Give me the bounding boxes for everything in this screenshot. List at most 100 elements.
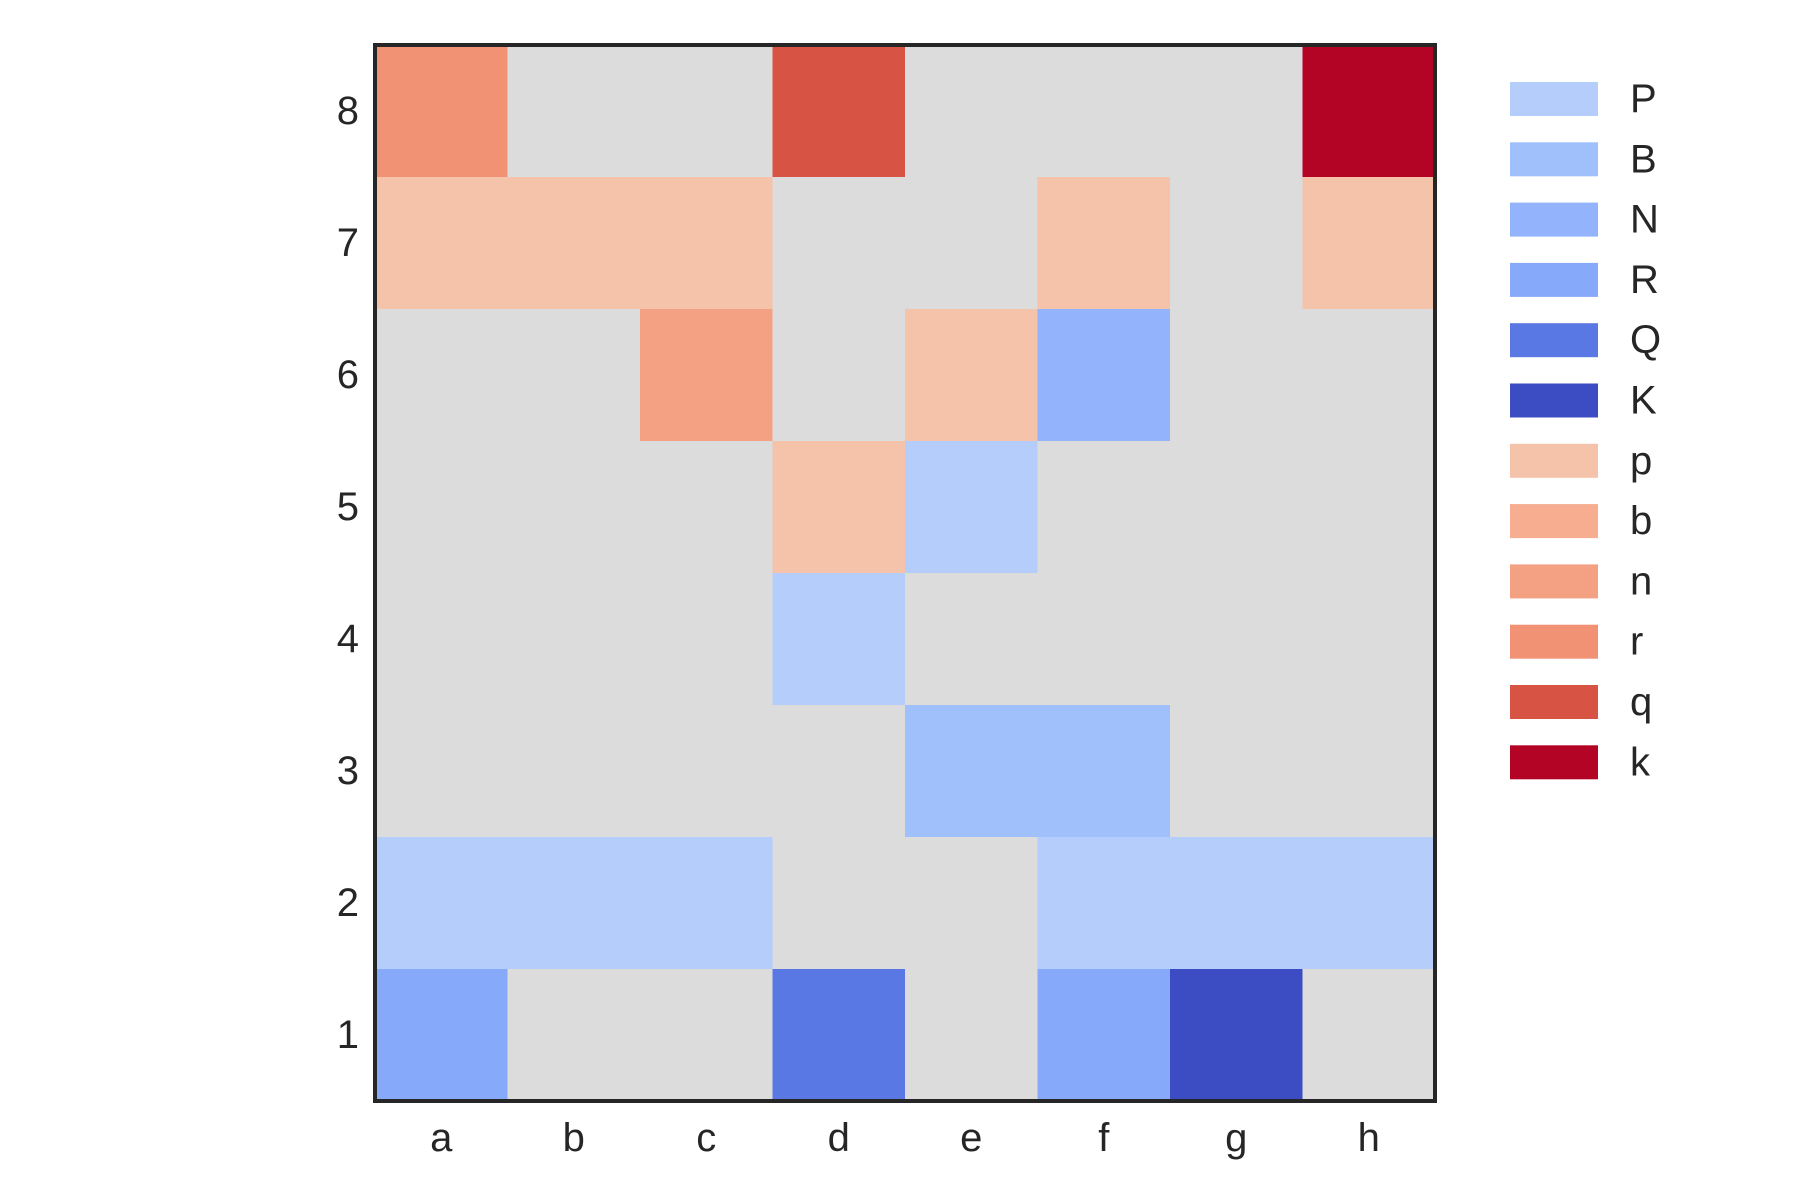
cell-b1: [507, 969, 641, 1102]
cell-h4: [1302, 573, 1436, 706]
y-tick-label: 2: [337, 881, 359, 925]
x-tick-label: e: [960, 1116, 982, 1160]
cell-h6: [1302, 309, 1436, 442]
cell-a1: [375, 969, 508, 1102]
cell-c6: [640, 309, 773, 442]
legend-label: N: [1630, 198, 1659, 242]
cell-e3: [905, 705, 1038, 838]
cell-f2: [1037, 837, 1171, 970]
cell-f7: [1037, 177, 1171, 310]
legend-label: r: [1630, 620, 1643, 664]
cell-g5: [1170, 441, 1303, 574]
x-tick-label: h: [1358, 1116, 1380, 1160]
cell-g4: [1170, 573, 1303, 706]
legend-swatch-n: [1510, 564, 1598, 599]
cell-b2: [507, 837, 641, 970]
cell-a7: [375, 177, 508, 310]
legend-swatch-N: [1510, 202, 1598, 237]
cell-h5: [1302, 441, 1436, 574]
legend-swatch-p: [1510, 443, 1598, 478]
cell-g2: [1170, 837, 1303, 970]
cell-b4: [507, 573, 641, 706]
cell-e4: [905, 573, 1038, 706]
legend-label: P: [1630, 77, 1657, 121]
legend-label: p: [1630, 439, 1652, 483]
cell-d4: [772, 573, 906, 706]
cell-e5: [905, 441, 1038, 574]
legend-swatch-P: [1510, 82, 1598, 116]
x-tick-label: g: [1225, 1116, 1247, 1160]
cell-g3: [1170, 705, 1303, 838]
cell-d6: [772, 309, 906, 442]
cell-a6: [375, 309, 508, 442]
cell-e1: [905, 969, 1038, 1102]
cell-g1: [1170, 969, 1303, 1102]
cell-b5: [507, 441, 641, 574]
cell-c2: [640, 837, 773, 970]
cell-h8: [1302, 45, 1436, 178]
legend-swatch-Q: [1510, 323, 1598, 358]
cell-a5: [375, 441, 508, 574]
legend-swatch-B: [1510, 142, 1598, 177]
cell-c7: [640, 177, 773, 310]
heatmap-cells: [375, 45, 1436, 1102]
cell-e2: [905, 837, 1038, 970]
cell-f4: [1037, 573, 1171, 706]
cell-b7: [507, 177, 641, 310]
cell-c8: [640, 45, 773, 178]
legend-label: q: [1630, 680, 1652, 724]
cell-c5: [640, 441, 773, 574]
x-tick-label: d: [828, 1116, 850, 1160]
legend-label: n: [1630, 559, 1652, 603]
cell-d7: [772, 177, 906, 310]
cell-a4: [375, 573, 508, 706]
x-tick-label: c: [696, 1116, 716, 1160]
cell-f5: [1037, 441, 1171, 574]
legend-label: R: [1630, 258, 1659, 302]
cell-d1: [772, 969, 906, 1102]
cell-g8: [1170, 45, 1303, 178]
cell-d5: [772, 441, 906, 574]
legend-label: K: [1630, 379, 1657, 423]
legend-label: k: [1630, 740, 1651, 784]
y-tick-label: 7: [337, 221, 359, 265]
cell-d2: [772, 837, 906, 970]
cell-a8: [375, 45, 508, 178]
y-tick-label: 6: [337, 353, 359, 397]
legend-label: Q: [1630, 318, 1661, 362]
legend-swatch-K: [1510, 383, 1598, 418]
legend-label: b: [1630, 499, 1652, 543]
cell-g7: [1170, 177, 1303, 310]
cell-e7: [905, 177, 1038, 310]
cell-h2: [1302, 837, 1436, 970]
cell-f1: [1037, 969, 1171, 1102]
legend-swatch-k: [1510, 745, 1598, 780]
x-tick-label: a: [430, 1116, 453, 1160]
x-tick-label: f: [1098, 1116, 1110, 1160]
cell-e8: [905, 45, 1038, 178]
cell-g6: [1170, 309, 1303, 442]
legend-label: B: [1630, 137, 1657, 181]
y-tick-label: 5: [337, 485, 359, 529]
legend-swatch-b: [1510, 504, 1598, 539]
legend-swatch-r: [1510, 624, 1598, 659]
cell-h1: [1302, 969, 1436, 1102]
x-tick-label: b: [563, 1116, 585, 1160]
y-tick-label: 3: [337, 749, 359, 793]
cell-d8: [772, 45, 906, 178]
cell-h3: [1302, 705, 1436, 838]
cell-a3: [375, 705, 508, 838]
y-tick-label: 4: [337, 617, 359, 661]
y-axis-tick-labels: 8 7 6 5 4 3 2 1: [337, 89, 359, 1057]
legend-swatch-R: [1510, 262, 1598, 297]
legend-swatch-q: [1510, 685, 1598, 719]
cell-a2: [375, 837, 508, 970]
cell-c3: [640, 705, 773, 838]
x-axis-tick-labels: a b c d e f g h: [430, 1116, 1380, 1160]
cell-f6: [1037, 309, 1171, 442]
cell-e6: [905, 309, 1038, 442]
cell-f3: [1037, 705, 1171, 838]
y-tick-label: 1: [337, 1013, 359, 1057]
